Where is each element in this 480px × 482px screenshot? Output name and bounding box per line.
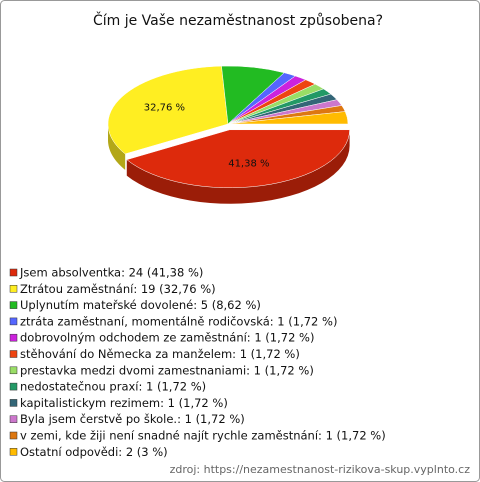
legend-label: kapitalistickym rezimem: 1 (1,72 %) <box>20 396 228 410</box>
legend-swatch <box>9 268 18 277</box>
legend-label: nedostatečnou praxí: 1 (1,72 %) <box>20 380 206 394</box>
legend-swatch <box>9 415 18 423</box>
legend-swatch <box>9 366 18 375</box>
legend-label: v zemi, kde žiji není snadné najít rychl… <box>20 429 386 443</box>
legend-swatch <box>9 333 18 342</box>
legend-swatch <box>9 448 18 456</box>
legend-swatch <box>9 285 18 293</box>
legend-swatch <box>9 382 18 391</box>
slice <box>107 65 229 155</box>
slice <box>126 129 350 189</box>
legend-label: Ostatní odpovědi: 2 (3 %) <box>20 445 168 459</box>
legend-swatch <box>9 399 18 407</box>
source: zdroj: https://nezamestnanost-rizikova-s… <box>170 463 471 476</box>
legend-label: Uplynutím mateřské dovolené: 5 (8,62 %) <box>20 298 261 312</box>
legend-label: Jsem absolventka: 24 (41,38 %) <box>19 266 203 280</box>
slice <box>227 111 349 125</box>
legend-swatch <box>9 317 18 326</box>
legend-swatch <box>9 350 18 358</box>
data-label: 41,38 % <box>228 158 269 169</box>
legend-swatch <box>9 431 18 440</box>
legend-swatch <box>9 301 18 309</box>
legend-label: ztráta zaměstnaní, momentálně rodičovská… <box>20 314 337 328</box>
slice-side <box>126 129 350 204</box>
legend-label: prestavka medzi dvomi zamestnaniami: 1 (… <box>20 363 314 377</box>
legend-label: Byla jsem čerstvě po škole.: 1 (1,72 %) <box>20 412 245 426</box>
slice-side <box>108 124 126 170</box>
data-label: 32,76 % <box>144 103 185 114</box>
legend-label: Ztrátou zaměstnání: 19 (32,76 %) <box>20 282 216 296</box>
legend-label: stěhování do Německa za manželem: 1 (1,7… <box>20 347 300 361</box>
chart-title: Čím je Vaše nezaměstnanost způsobena? <box>93 11 383 29</box>
legend-label: dobrovolným odchodem ze zaměstnání: 1 (1… <box>20 331 314 345</box>
